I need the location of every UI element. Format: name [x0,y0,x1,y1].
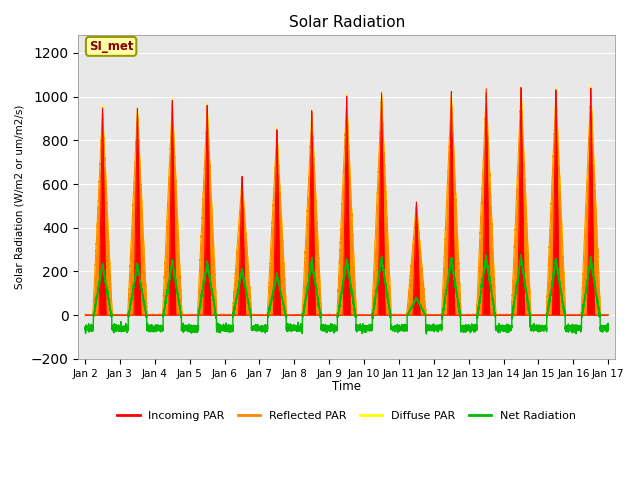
Title: Solar Radiation: Solar Radiation [289,15,404,30]
Legend: Incoming PAR, Reflected PAR, Diffuse PAR, Net Radiation: Incoming PAR, Reflected PAR, Diffuse PAR… [113,407,580,425]
Text: SI_met: SI_met [89,40,133,53]
X-axis label: Time: Time [332,380,361,393]
Y-axis label: Solar Radiation (W/m2 or um/m2/s): Solar Radiation (W/m2 or um/m2/s) [15,105,25,289]
